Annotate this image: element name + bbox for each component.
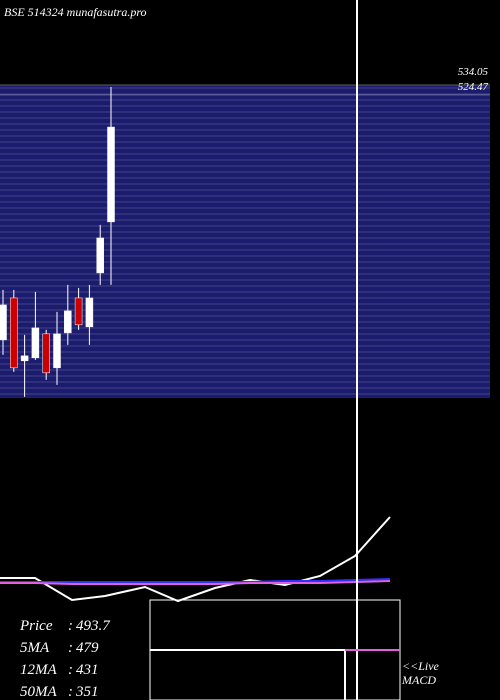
stat-sep: : xyxy=(68,662,73,678)
stat-sep: : xyxy=(68,684,73,700)
stat-label: 5MA xyxy=(20,640,50,656)
stat-value: 479 xyxy=(76,640,99,656)
y-tick-label: 534.05 xyxy=(458,66,489,78)
candle-body xyxy=(31,327,40,359)
candle-body xyxy=(85,297,94,328)
indicator-line xyxy=(0,580,391,585)
candle-body xyxy=(42,333,50,374)
stat-value: 431 xyxy=(76,662,99,678)
annotation-2: MACD xyxy=(401,673,436,687)
stat-label: Price xyxy=(19,618,53,634)
stat-sep: : xyxy=(68,618,73,634)
annotation: <<Live xyxy=(402,659,440,673)
candle-body xyxy=(20,355,29,362)
stat-label: 12MA xyxy=(20,662,57,678)
stat-sep: : xyxy=(68,640,73,656)
indicator-line xyxy=(0,578,391,583)
candle-body xyxy=(64,310,72,334)
chart-title: BSE 514324 munafasutra.pro xyxy=(4,5,147,19)
candle-body xyxy=(74,297,83,326)
candle-body xyxy=(107,126,115,223)
y-tick-label: 524.47 xyxy=(458,81,489,93)
stat-label: 50MA xyxy=(20,684,57,700)
stat-value: 351 xyxy=(75,684,99,700)
candle-body xyxy=(10,297,18,369)
stat-value: 493.7 xyxy=(76,618,111,634)
candle-body xyxy=(53,333,61,369)
candle-body xyxy=(96,237,104,274)
indicator-line xyxy=(0,516,391,603)
price-band xyxy=(0,85,490,398)
candle-body xyxy=(0,304,7,341)
